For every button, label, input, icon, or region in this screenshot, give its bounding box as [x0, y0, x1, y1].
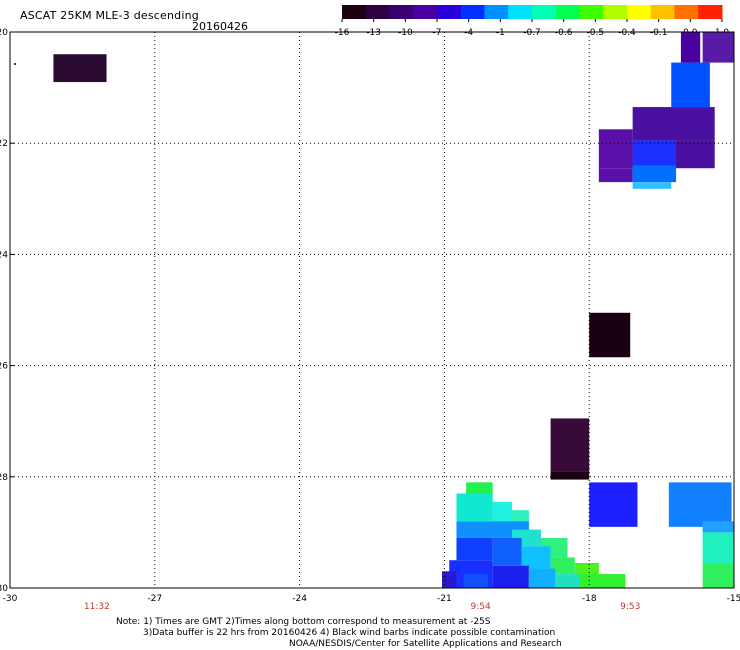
plot-frame: [9, 31, 735, 589]
colorbar: [342, 5, 723, 19]
lon-label: -24: [292, 594, 307, 604]
wind-cell: [492, 565, 529, 588]
wind-cell: [550, 471, 590, 480]
colorbar-tick-label: -13: [366, 28, 381, 38]
wind-cell: [702, 32, 734, 63]
colorbar-ticks: -16-13-10-7-4-1-0.7-0.6-0.5-0.4-0.10.01.…: [335, 19, 729, 38]
note-line-1: Note: 1) Times are GMT 2)Times along bot…: [116, 617, 491, 627]
colorbar-tick-label: -1: [496, 28, 505, 38]
lon-label: -27: [147, 594, 162, 604]
time-label: 11:32: [84, 602, 110, 612]
wind-cells: [53, 32, 734, 588]
time-label: 9:53: [620, 602, 640, 612]
wind-cell: [492, 537, 522, 566]
lon-label: -18: [582, 594, 597, 604]
wind-cell: [632, 182, 672, 189]
colorbar-swatch: [365, 5, 390, 19]
lat-label: -30: [0, 584, 8, 594]
colorbar-tick-label: -4: [464, 28, 473, 38]
wind-cell: [680, 32, 701, 63]
wind-cell: [598, 168, 633, 183]
colorbar-tick-label: -0.7: [523, 28, 541, 38]
wind-cell: [574, 562, 599, 577]
colorbar-tick-label: -0.6: [555, 28, 573, 38]
wind-cell: [466, 482, 493, 494]
wind-cell: [456, 521, 529, 538]
note-line-2: 3)Data buffer is 22 hrs from 20160426 4)…: [143, 628, 556, 638]
wind-cell: [702, 532, 734, 563]
colorbar-tick-label: -0.5: [587, 28, 605, 38]
wind-cell: [702, 562, 734, 588]
time-labels: 11:32 9:54 9:53: [84, 602, 640, 612]
colorbar-swatch: [603, 5, 628, 19]
wind-cell: [671, 62, 710, 108]
wind-cell: [441, 571, 457, 588]
colorbar-swatch: [698, 5, 723, 19]
lat-label: -28: [0, 473, 8, 483]
colorbar-swatch: [579, 5, 604, 19]
colorbar-swatch: [389, 5, 414, 19]
map-title: ASCAT 25KM MLE-3 descending: [20, 9, 199, 22]
map-date: 20160426: [192, 20, 248, 33]
colorbar-swatch: [413, 5, 438, 19]
grid-lines: [10, 32, 734, 588]
wind-cell: [555, 574, 580, 588]
lat-label: -26: [0, 362, 8, 372]
colorbar-swatch: [342, 5, 367, 19]
note-line-3: NOAA/NESDIS/Center for Satellite Applica…: [289, 639, 562, 649]
wind-cell: [550, 418, 590, 472]
wind-cell: [579, 574, 626, 588]
colorbar-swatch: [460, 5, 485, 19]
lon-label: -15: [727, 594, 740, 604]
wind-cell: [702, 521, 734, 533]
wind-cell: [521, 546, 551, 569]
wind-cell: [550, 557, 575, 575]
wind-cell: [53, 54, 107, 83]
wind-cell: [456, 493, 493, 522]
colorbar-tick-label: -10: [398, 28, 413, 38]
time-label: 9:54: [470, 602, 490, 612]
lat-label: -24: [0, 250, 8, 260]
colorbar-swatch: [484, 5, 509, 19]
colorbar-swatch: [555, 5, 580, 19]
wind-cell: [668, 482, 732, 527]
colorbar-swatch: [437, 5, 462, 19]
lat-labels: -20 -22 -24 -26 -28 -30: [0, 28, 14, 594]
colorbar-tick-label: -0.4: [618, 28, 636, 38]
colorbar-swatch: [627, 5, 652, 19]
colorbar-swatch: [532, 5, 557, 19]
wind-cell: [598, 129, 633, 169]
lat-label: -22: [0, 139, 8, 149]
wind-cell: [492, 501, 512, 525]
wind-cell: [589, 312, 631, 358]
wind-cell: [528, 568, 556, 588]
colorbar-swatch: [650, 5, 675, 19]
colorbar-tick-label: -7: [433, 28, 442, 38]
wind-cell: [632, 165, 677, 183]
wind-cell: [589, 482, 638, 527]
lon-label: -30: [3, 594, 18, 604]
wind-cell: [463, 574, 488, 588]
wind-cell: [632, 107, 715, 141]
lon-label: -21: [437, 594, 452, 604]
lat-label: -20: [0, 28, 8, 38]
colorbar-tick-label: -0.1: [650, 28, 668, 38]
colorbar-swatch: [508, 5, 533, 19]
colorbar-tick-label: -16: [335, 28, 350, 38]
wind-cell: [632, 140, 677, 166]
colorbar-swatch: [674, 5, 699, 19]
lon-labels: -30 -27 -24 -21 -18 -15: [3, 594, 740, 604]
wind-cell: [456, 537, 493, 561]
marker-dot: [14, 63, 16, 65]
